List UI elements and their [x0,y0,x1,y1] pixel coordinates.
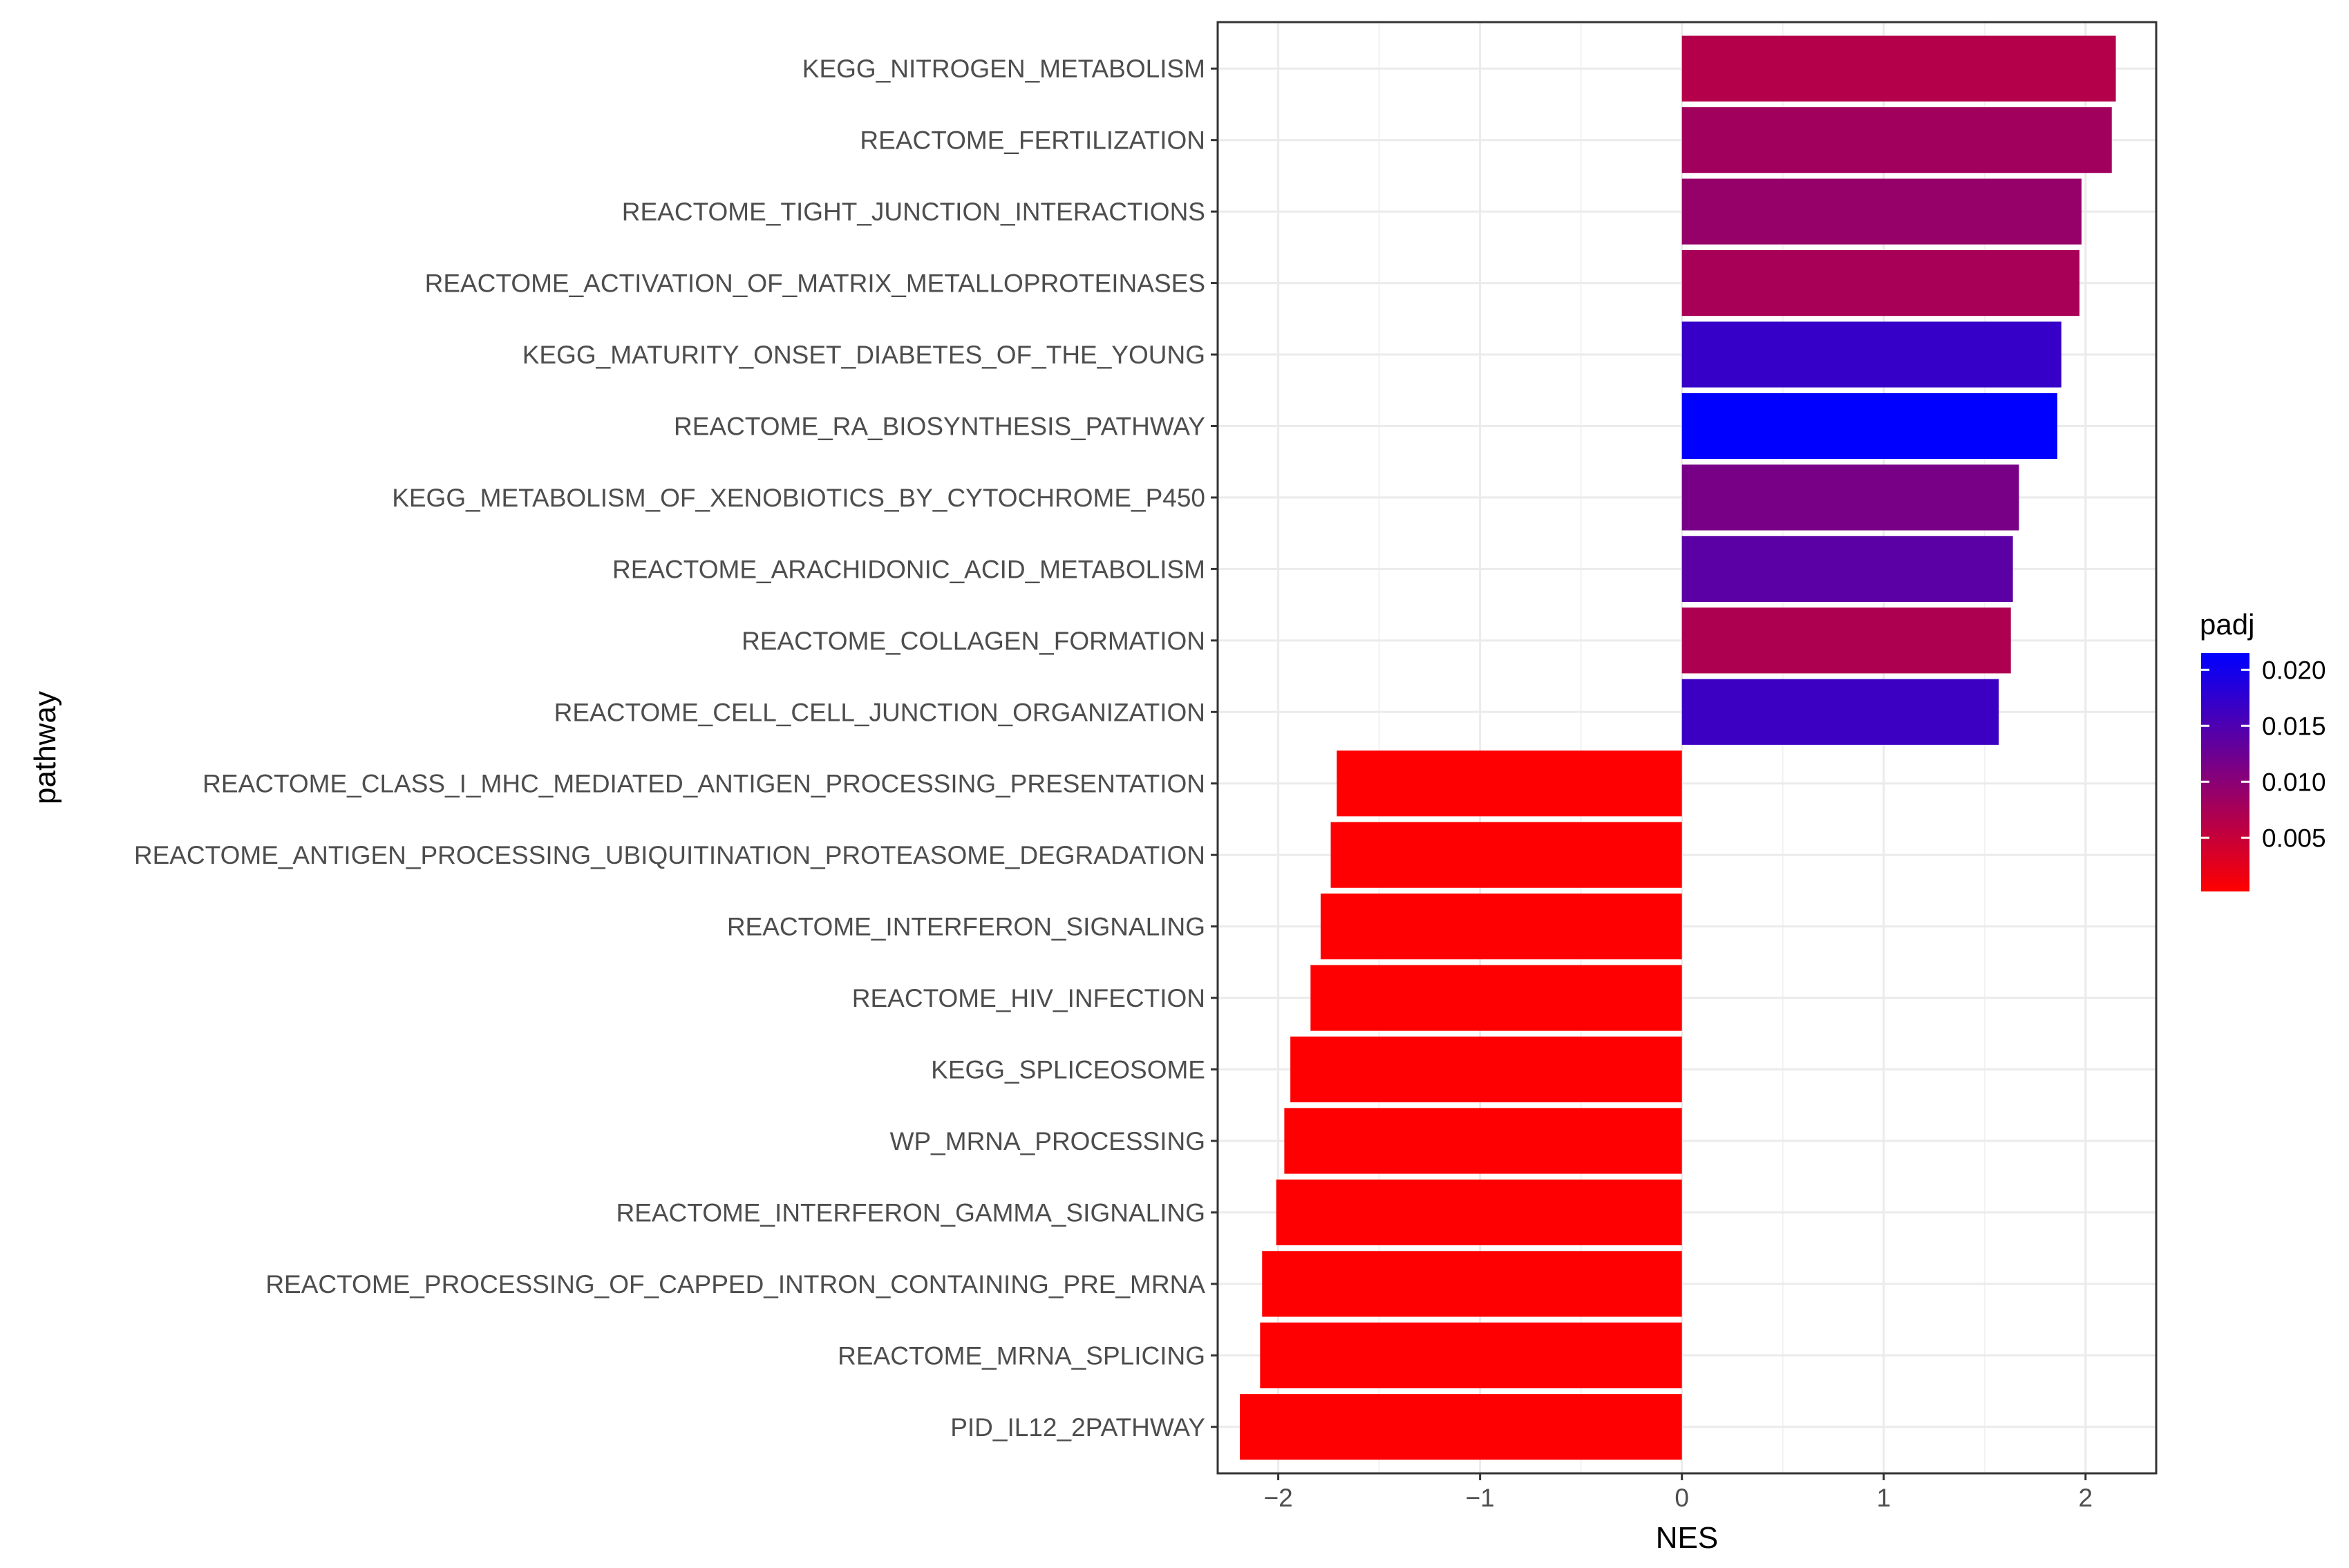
y-axis-title: pathway [28,691,62,804]
y-tick-label: REACTOME_INTERFERON_GAMMA_SIGNALING [616,1198,1205,1227]
x-tick-label: −1 [1466,1484,1495,1512]
bar-reactome-cell-cell-junction-organization [1681,679,1999,745]
bar-kegg-spliceosome [1290,1036,1682,1103]
x-tick-label: −2 [1264,1484,1293,1512]
y-tick-label: REACTOME_PROCESSING_OF_CAPPED_INTRON_CON… [265,1270,1205,1298]
bar-reactome-class-i-mhc-mediated-antigen-processing-presentation [1337,750,1682,817]
x-axis-title: NES [1656,1521,1718,1555]
legend-colorbar [2201,653,2249,891]
y-tick-label: REACTOME_TIGHT_JUNCTION_INTERACTIONS [622,198,1205,226]
legend-tick-label: 0.005 [2262,824,2326,852]
bar-layer [1240,35,2116,1460]
bar-wp-mrna-processing [1284,1108,1682,1174]
bar-reactome-mrna-splicing [1260,1322,1682,1388]
x-tick-label: 2 [2078,1484,2093,1512]
bar-reactome-ra-biosynthesis-pathway [1681,393,2057,460]
legend-tick-label: 0.015 [2262,712,2326,740]
y-tick-label: REACTOME_RA_BIOSYNTHESIS_PATHWAY [674,412,1205,440]
legend-title: padj [2200,608,2254,641]
y-tick-label: KEGG_NITROGEN_METABOLISM [802,55,1205,83]
bar-reactome-arachidonic-acid-metabolism [1681,536,2013,602]
bar-reactome-tight-junction-interactions [1681,178,2082,245]
x-tick-label: 1 [1876,1484,1891,1512]
bar-kegg-metabolism-of-xenobiotics-by-cytochrome-p450 [1681,464,2019,531]
y-tick-label: KEGG_SPLICEOSOME [931,1056,1205,1084]
legend-tick-label: 0.020 [2262,656,2326,684]
y-tick-label: REACTOME_MRNA_SPLICING [838,1341,1205,1370]
bar-reactome-collagen-formation [1681,607,2011,674]
bar-reactome-antigen-processing-ubiquitination-proteasome-degradation [1330,822,1682,888]
bar-reactome-interferon-signaling [1320,894,1682,960]
y-tick-label: KEGG_METABOLISM_OF_XENOBIOTICS_BY_CYTOCH… [392,484,1205,512]
panel-border [1216,21,2158,1475]
y-tick-label: REACTOME_HIV_INFECTION [852,984,1205,1012]
y-tick-label: WP_MRNA_PROCESSING [890,1127,1205,1155]
legend-tick-label: 0.010 [2262,768,2326,796]
y-tick-label: REACTOME_COLLAGEN_FORMATION [742,627,1205,655]
x-axis: −2 −1 0 1 2 [1264,1473,2093,1512]
bar-kegg-nitrogen-metabolism [1681,35,2116,102]
bar-reactome-interferon-gamma-signaling [1276,1179,1682,1245]
y-tick-label: REACTOME_ARACHIDONIC_ACID_METABOLISM [612,555,1205,583]
y-tick-label: REACTOME_CELL_CELL_JUNCTION_ORGANIZATION [554,698,1205,726]
y-tick-label: KEGG_MATURITY_ONSET_DIABETES_OF_THE_YOUN… [522,341,1205,369]
y-tick-label: REACTOME_INTERFERON_SIGNALING [727,913,1205,941]
x-tick-label: 0 [1675,1484,1689,1512]
bar-reactome-processing-of-capped-intron-containing-pre-mrna [1262,1251,1682,1317]
y-tick-label: REACTOME_ACTIVATION_OF_MATRIX_METALLOPRO… [425,270,1205,298]
y-tick-label: REACTOME_FERTILIZATION [860,126,1205,155]
y-tick-label: PID_IL12_2PATHWAY [950,1413,1205,1442]
y-tick-label: REACTOME_CLASS_I_MHC_MEDIATED_ANTIGEN_PR… [202,770,1205,798]
bar-kegg-maturity-onset-diabetes-of-the-young [1681,321,2062,388]
bar-pid-il12-2pathway [1240,1394,1682,1460]
bar-reactome-hiv-infection [1310,965,1682,1031]
legend-ticks: 0.005 0.010 0.015 0.020 [2201,656,2326,852]
bar-reactome-activation-of-matrix-metalloproteinases [1681,250,2080,317]
y-axis: KEGG_NITROGEN_METABOLISM REACTOME_FERTILI… [134,55,1218,1442]
color-legend: padj 0.005 0.010 0.015 0.020 [2200,608,2326,891]
bar-reactome-fertilization [1681,107,2112,173]
y-tick-label: REACTOME_ANTIGEN_PROCESSING_UBIQUITINATI… [134,841,1205,869]
